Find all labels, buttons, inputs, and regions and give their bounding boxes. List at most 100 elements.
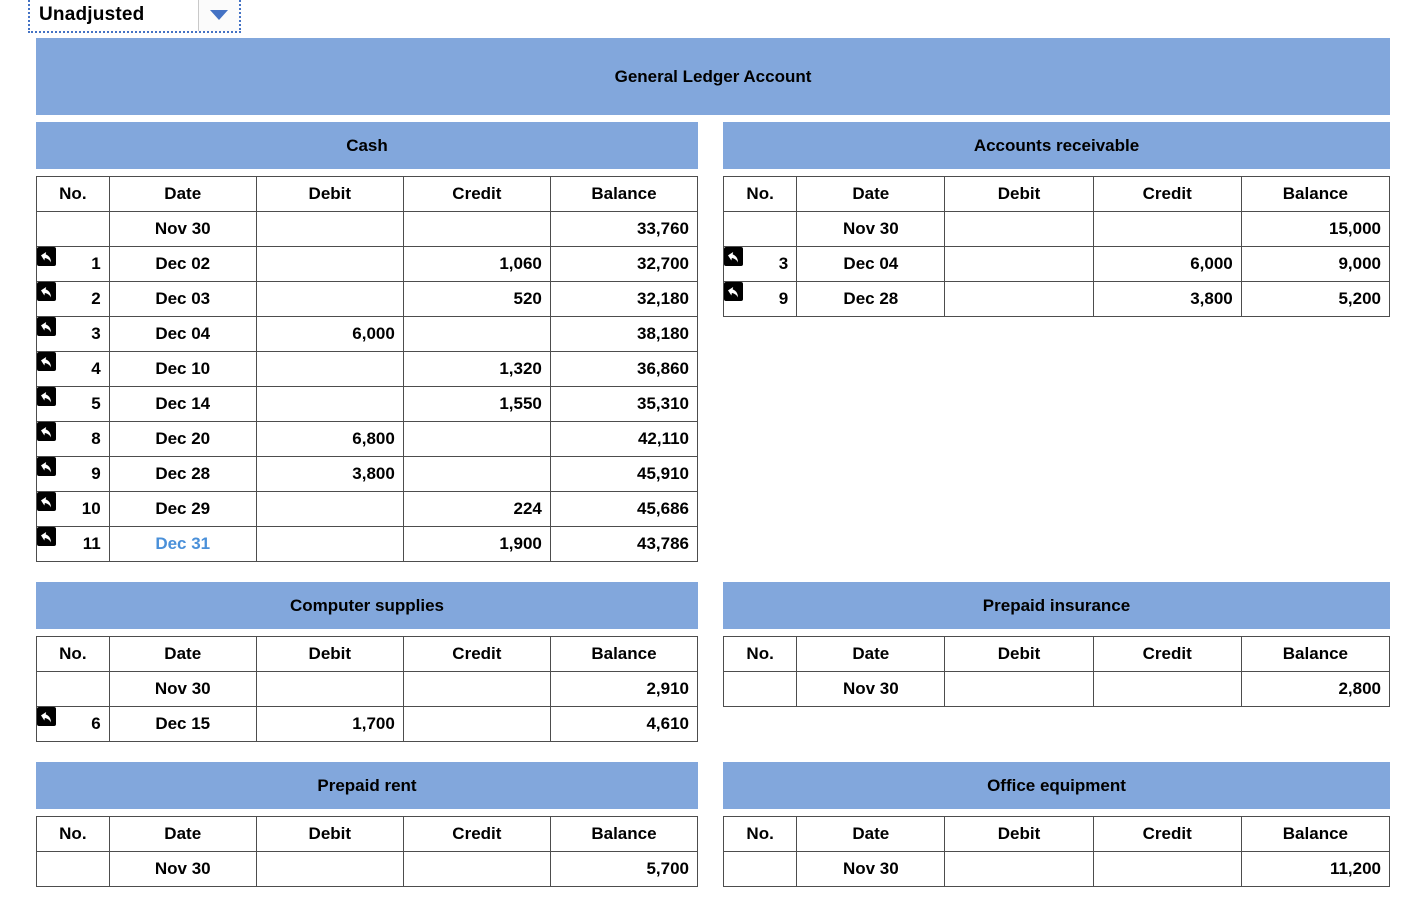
date-text: Dec 14	[155, 394, 211, 413]
balance-cell: 32,180	[549, 281, 699, 317]
reply-arrow-icon[interactable]	[724, 282, 743, 301]
ledger-row: 9 Dec 28 3,800 45,910	[36, 456, 699, 492]
ledger-row: 3 Dec 04 6,000 9,000	[722, 246, 1391, 282]
debit-cell	[255, 491, 404, 527]
table-title: Office equipment	[723, 762, 1390, 809]
entry-no-cell: 2	[36, 281, 110, 317]
table-title: Prepaid insurance	[723, 582, 1390, 629]
date-text: Nov 30	[154, 859, 211, 878]
date-cell: Dec 10	[108, 351, 257, 387]
table-title: Accounts receivable	[723, 122, 1390, 169]
debit-cell	[255, 671, 404, 707]
entry-no-cell: 9	[36, 456, 110, 492]
col-balance: Balance	[549, 816, 699, 852]
col-date: Date	[796, 816, 946, 852]
debit-cell	[944, 671, 1094, 707]
credit-cell	[402, 421, 551, 457]
debit-cell	[944, 246, 1094, 282]
balance-cell: 45,686	[549, 491, 699, 527]
ledger-row: 11 Dec 31 1,900 43,786	[36, 526, 699, 562]
entry-no-cell	[722, 671, 798, 707]
reply-arrow-icon[interactable]	[37, 707, 56, 726]
date-cell: Dec 31	[108, 526, 257, 562]
reply-arrow-icon[interactable]	[724, 247, 743, 266]
debit-cell	[255, 246, 404, 282]
ledger-row: Nov 30 33,760	[36, 211, 699, 247]
credit-cell: 6,000	[1092, 246, 1242, 282]
entry-no-cell	[722, 211, 798, 247]
reply-arrow-icon[interactable]	[37, 247, 56, 266]
ledger-row: Nov 30 2,910	[36, 671, 699, 707]
debit-cell	[944, 281, 1094, 317]
date-text: Dec 20	[155, 429, 211, 448]
ledger-row: 1 Dec 02 1,060 32,700	[36, 246, 699, 282]
date-cell: Dec 04	[796, 246, 946, 282]
debit-cell	[255, 386, 404, 422]
balance-cell: 38,180	[549, 316, 699, 352]
reply-arrow-icon[interactable]	[37, 422, 56, 441]
col-debit: Debit	[944, 176, 1094, 212]
date-cell: Dec 03	[108, 281, 257, 317]
date-cell: Nov 30	[108, 671, 257, 707]
col-credit: Credit	[402, 816, 551, 852]
date-text: Dec 02	[155, 254, 211, 273]
date-cell: Dec 28	[796, 281, 946, 317]
debit-cell	[255, 211, 404, 247]
table-computer-supplies: Computer supplies No. Date Debit Credit …	[36, 582, 699, 742]
entry-no-cell	[36, 211, 110, 247]
dropdown-selected-value: Unadjusted	[39, 4, 145, 25]
col-credit: Credit	[1092, 176, 1242, 212]
table-title: Computer supplies	[36, 582, 698, 629]
credit-cell: 3,800	[1092, 281, 1242, 317]
ledger-row: Nov 30 2,800	[722, 671, 1391, 707]
col-debit: Debit	[255, 816, 404, 852]
ledger-row: 8 Dec 20 6,800 42,110	[36, 421, 699, 457]
credit-cell: 520	[402, 281, 551, 317]
balance-cell: 33,760	[549, 211, 699, 247]
col-balance: Balance	[549, 176, 699, 212]
entry-no-cell: 11	[36, 526, 110, 562]
header-row: No. Date Debit Credit Balance	[722, 636, 1391, 672]
date-text: Nov 30	[842, 219, 899, 238]
date-cell: Dec 14	[108, 386, 257, 422]
entry-no-cell: 3	[36, 316, 110, 352]
entry-no-cell	[722, 851, 798, 887]
reply-arrow-icon[interactable]	[37, 317, 56, 336]
date-cell: Dec 04	[108, 316, 257, 352]
col-date: Date	[108, 636, 257, 672]
ledger-view-dropdown[interactable]: Unadjusted	[28, 0, 241, 33]
ledger-row: 6 Dec 15 1,700 4,610	[36, 706, 699, 742]
balance-cell: 5,200	[1240, 281, 1391, 317]
date-text: Dec 10	[155, 359, 211, 378]
ledger-row: Nov 30 5,700	[36, 851, 699, 887]
table-office-equipment: Office equipment No. Date Debit Credit B…	[722, 762, 1391, 887]
reply-arrow-icon[interactable]	[37, 282, 56, 301]
dropdown-arrow-zone[interactable]	[198, 0, 239, 31]
reply-arrow-icon[interactable]	[37, 527, 56, 546]
credit-cell: 1,900	[402, 526, 551, 562]
date-cell: Dec 02	[108, 246, 257, 282]
date-text: Dec 15	[155, 714, 211, 733]
balance-cell: 5,700	[549, 851, 699, 887]
date-cell: Dec 29	[108, 491, 257, 527]
credit-cell	[402, 706, 551, 742]
col-balance: Balance	[1240, 176, 1391, 212]
balance-cell: 32,700	[549, 246, 699, 282]
ledger-row: 4 Dec 10 1,320 36,860	[36, 351, 699, 387]
reply-arrow-icon[interactable]	[37, 492, 56, 511]
balance-cell: 43,786	[549, 526, 699, 562]
col-date: Date	[108, 816, 257, 852]
date-cell: Nov 30	[108, 211, 257, 247]
col-date: Date	[108, 176, 257, 212]
col-no: No.	[36, 636, 110, 672]
entry-no-cell: 9	[722, 281, 798, 317]
col-date: Date	[796, 636, 946, 672]
balance-cell: 45,910	[549, 456, 699, 492]
reply-arrow-icon[interactable]	[37, 457, 56, 476]
debit-cell: 1,700	[255, 706, 404, 742]
date-link[interactable]: Dec 31	[155, 534, 211, 553]
credit-cell	[402, 851, 551, 887]
reply-arrow-icon[interactable]	[37, 352, 56, 371]
reply-arrow-icon[interactable]	[37, 387, 56, 406]
credit-cell	[1092, 851, 1242, 887]
